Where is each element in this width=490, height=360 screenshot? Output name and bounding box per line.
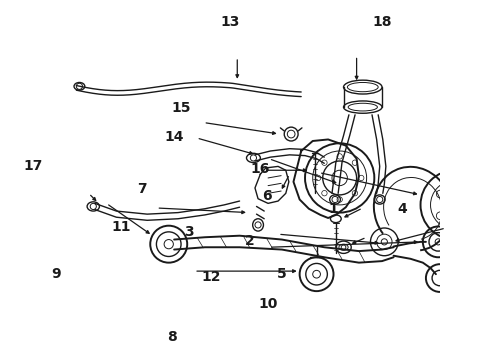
Text: 13: 13 [220, 15, 240, 28]
Text: 9: 9 [51, 267, 61, 280]
Text: 16: 16 [250, 162, 270, 176]
Text: 12: 12 [201, 270, 220, 284]
Text: 5: 5 [277, 267, 287, 280]
Text: 3: 3 [184, 225, 194, 239]
Text: 15: 15 [172, 101, 191, 115]
Text: 7: 7 [137, 182, 147, 196]
Text: 1: 1 [328, 202, 338, 216]
Text: 11: 11 [112, 220, 131, 234]
Text: 8: 8 [167, 330, 176, 343]
Text: 6: 6 [262, 189, 272, 203]
Text: 10: 10 [259, 297, 278, 311]
Text: 17: 17 [24, 159, 43, 172]
Text: 18: 18 [372, 15, 392, 28]
Text: 14: 14 [164, 130, 184, 144]
Text: 4: 4 [397, 202, 407, 216]
Text: 2: 2 [245, 234, 255, 248]
